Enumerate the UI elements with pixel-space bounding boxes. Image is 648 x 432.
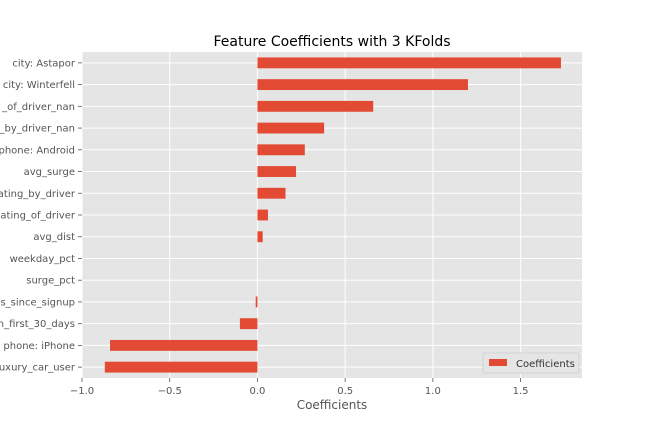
y-tick-label: n_first_30_days	[0, 319, 75, 330]
y-tick-label: city: Astapor	[12, 58, 76, 69]
y-tick-label: weekday_pct	[10, 254, 76, 265]
x-axis-ticks: −1.0 −0.5 0.0 0.5 1.0 1.5	[70, 378, 529, 397]
legend-box	[482, 352, 580, 374]
y-tick-label: city: Winterfell	[3, 80, 75, 91]
bar	[257, 79, 468, 91]
bar	[104, 361, 258, 373]
bar	[257, 122, 325, 134]
bar	[257, 209, 268, 221]
y-tick-label: avg_dist	[33, 232, 75, 243]
chart-title: Feature Coefficients with 3 KFolds	[213, 34, 450, 50]
bar	[257, 57, 561, 69]
y-tick-label: phone: iPhone	[3, 341, 75, 352]
bar	[255, 296, 258, 308]
bar	[110, 339, 258, 351]
x-tick-label: −0.5	[158, 386, 182, 397]
bar	[239, 318, 258, 330]
y-tick-label: surge_pct	[26, 276, 75, 287]
bar	[257, 231, 263, 243]
y-tick-label: uxury_car_user	[0, 363, 76, 374]
x-tick-label: 1.0	[425, 386, 441, 397]
legend-swatch	[489, 359, 507, 366]
bars	[104, 57, 561, 373]
y-tick-label: phone: Android	[0, 145, 75, 156]
bar	[257, 100, 374, 112]
x-tick-label: −1.0	[70, 386, 94, 397]
x-tick-label: 0.5	[337, 386, 353, 397]
bar	[257, 144, 305, 156]
y-axis-ticks: city: Astapor city: Winterfell _of_driver_…	[0, 58, 82, 374]
y-tick-label: s_since_signup	[0, 297, 75, 308]
bar	[257, 166, 297, 177]
x-tick-label: 0.0	[249, 386, 265, 397]
x-axis-label: Coefficients	[297, 398, 368, 412]
legend: Coefficients	[482, 352, 580, 374]
y-tick-label: avg_surge	[24, 167, 75, 178]
x-tick-label: 1.5	[513, 386, 529, 397]
y-tick-label: ating_by_driver	[0, 189, 76, 200]
y-tick-label: _of_driver_nan	[1, 102, 75, 113]
legend-label: Coefficients	[516, 359, 575, 370]
y-tick-label: ating_of_driver	[0, 211, 75, 222]
bar	[257, 187, 286, 199]
y-tick-label: _by_driver_nan	[0, 124, 75, 135]
